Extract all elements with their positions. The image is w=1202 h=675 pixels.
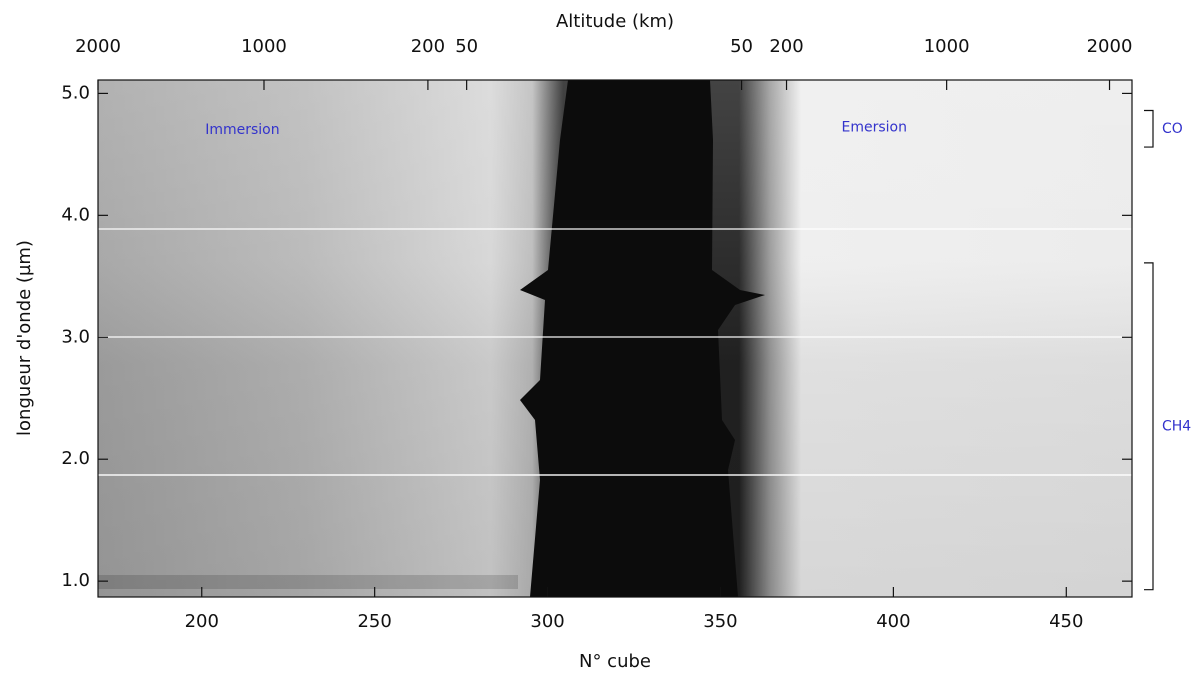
y-tick-label: 5.0 (61, 82, 90, 103)
top-tick-label: 50 (455, 36, 478, 57)
top-tick-label: 1000 (924, 36, 970, 57)
x-tick-label: 400 (876, 611, 910, 632)
x-tick-label: 250 (357, 611, 391, 632)
top-tick-label: 2000 (75, 36, 121, 57)
x-axis-title: N° cube (579, 651, 651, 672)
x-tick-label: 350 (703, 611, 737, 632)
top-tick-label: 1000 (241, 36, 287, 57)
top-tick-label: 200 (411, 36, 445, 57)
x-tick-label: 300 (530, 611, 564, 632)
x-tick-label: 450 (1049, 611, 1083, 632)
plot-frame (97, 79, 1133, 598)
spectral-image (98, 80, 1132, 597)
band-label: CO (1162, 121, 1183, 137)
annotation: Emersion (842, 120, 907, 136)
top-tick-label: 50 (730, 36, 753, 57)
annotation: Immersion (205, 122, 279, 138)
band-bracket (1144, 109, 1154, 148)
top-axis-title: Altitude (km) (556, 11, 674, 32)
y-tick-label: 4.0 (61, 204, 90, 225)
y-tick-label: 3.0 (61, 326, 90, 347)
top-tick-label: 200 (769, 36, 803, 57)
y-tick-label: 2.0 (61, 448, 90, 469)
y-tick-label: 1.0 (61, 570, 90, 591)
x-tick-label: 200 (185, 611, 219, 632)
band-bracket (1144, 262, 1154, 591)
band-label: CH4 (1162, 418, 1191, 434)
top-tick-label: 2000 (1087, 36, 1133, 57)
y-axis-title: longueur d'onde (µm) (14, 240, 35, 436)
